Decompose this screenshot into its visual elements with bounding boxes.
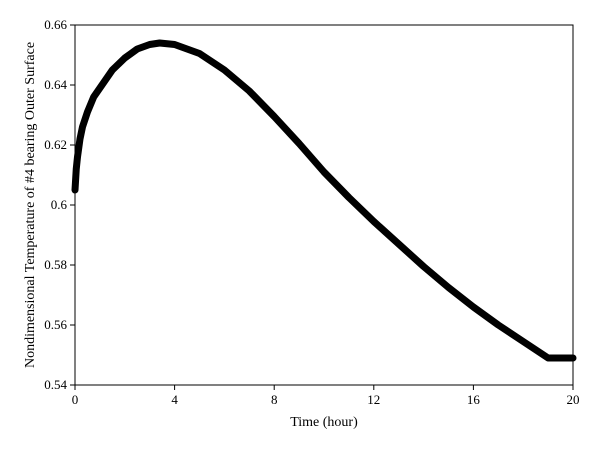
axis-tick-labels: 0 4 8 12 16 20 0.54 0.56 0.58 0.6 0.62 0.64 0.66 xyxy=(44,17,579,407)
axis-ticks xyxy=(70,24,574,390)
x-tick-label: 12 xyxy=(367,392,380,407)
series-layer xyxy=(71,39,577,362)
y-axis-label: Nondimensional Temperature of #4 bearing… xyxy=(23,42,38,368)
x-axis-label: Time (hour) xyxy=(290,415,358,430)
y-tick-label: 0.58 xyxy=(44,257,67,272)
x-tick-label: 0 xyxy=(72,392,79,407)
series-line xyxy=(71,39,577,362)
x-tick-label: 16 xyxy=(467,392,481,407)
x-tick-label: 4 xyxy=(171,392,178,407)
y-tick-label: 0.54 xyxy=(44,377,67,392)
y-tick-label: 0.56 xyxy=(44,317,67,332)
y-tick-label: 0.64 xyxy=(44,77,67,92)
y-tick-label: 0.62 xyxy=(44,137,67,152)
x-tick-label: 20 xyxy=(567,392,580,407)
x-tick-label: 8 xyxy=(271,392,278,407)
plot-frame xyxy=(74,24,574,386)
y-tick-label: 0.6 xyxy=(51,197,68,212)
y-tick-label: 0.66 xyxy=(44,17,67,32)
